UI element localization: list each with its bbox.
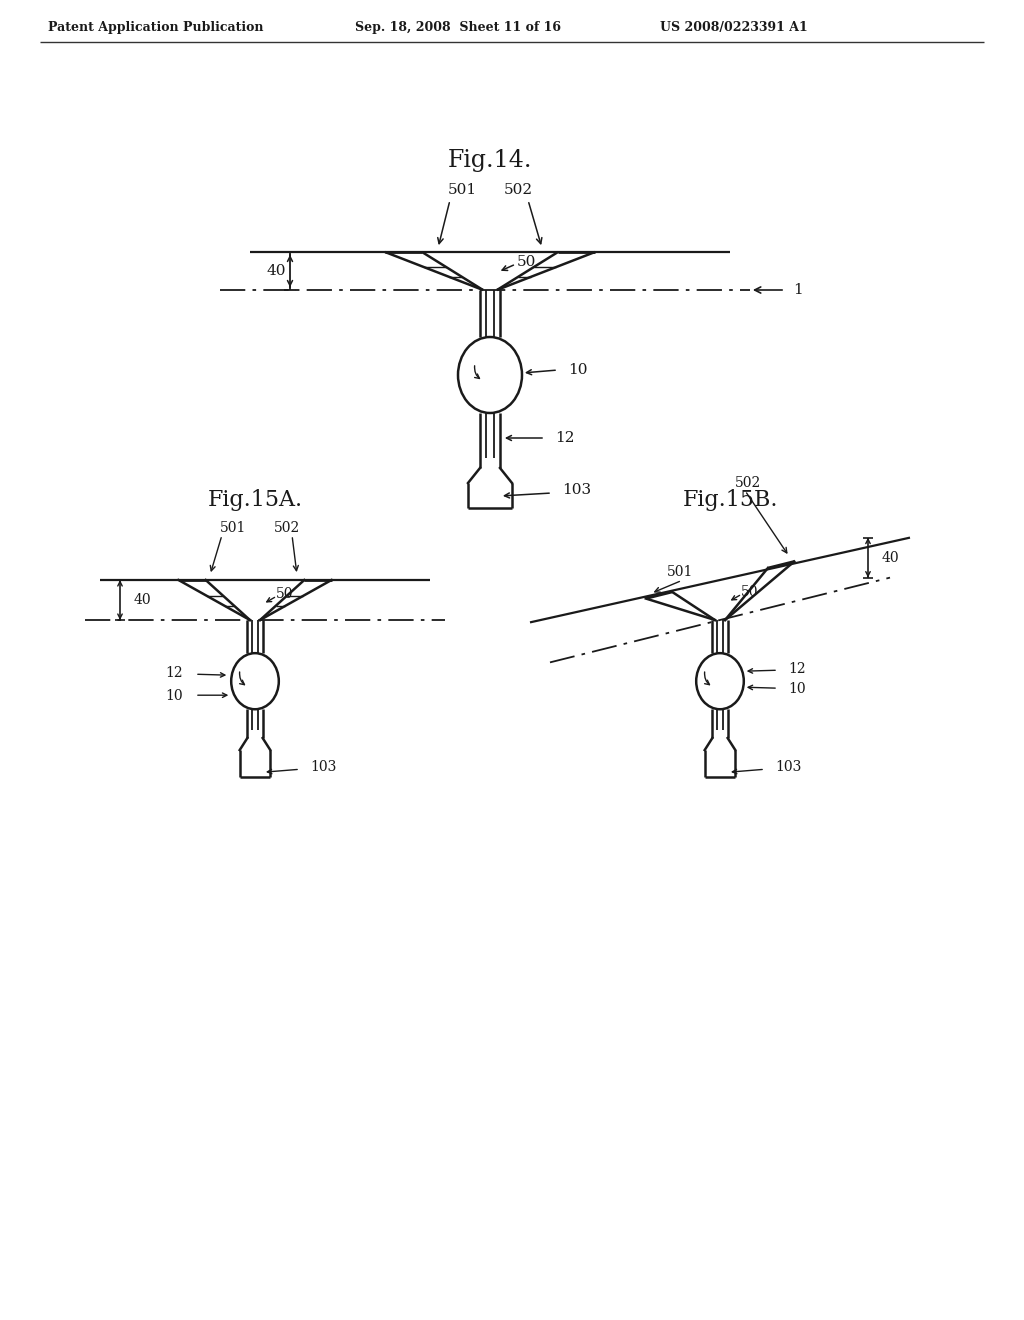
- Text: 103: 103: [775, 760, 802, 775]
- Text: 10: 10: [788, 682, 806, 696]
- Text: 502: 502: [735, 475, 761, 490]
- Text: 501: 501: [447, 183, 476, 197]
- Text: 10: 10: [568, 363, 588, 378]
- Text: 50: 50: [516, 255, 536, 269]
- Text: 12: 12: [788, 663, 806, 676]
- Text: 10: 10: [165, 689, 183, 704]
- Text: 40: 40: [266, 264, 286, 279]
- Text: 502: 502: [273, 521, 300, 535]
- Text: 103: 103: [562, 483, 591, 498]
- Text: 12: 12: [165, 667, 183, 680]
- Text: 50: 50: [741, 585, 759, 599]
- Text: Fig.15A.: Fig.15A.: [208, 488, 302, 511]
- Text: 1: 1: [793, 282, 803, 297]
- Text: Fig.14.: Fig.14.: [447, 149, 532, 172]
- Text: 502: 502: [504, 183, 532, 197]
- Text: Sep. 18, 2008  Sheet 11 of 16: Sep. 18, 2008 Sheet 11 of 16: [355, 21, 561, 34]
- Text: 103: 103: [310, 760, 336, 775]
- Text: 501: 501: [667, 565, 693, 579]
- Text: 50: 50: [276, 587, 294, 601]
- Text: 12: 12: [555, 432, 574, 445]
- Text: US 2008/0223391 A1: US 2008/0223391 A1: [660, 21, 808, 34]
- Text: Fig.15B.: Fig.15B.: [682, 488, 778, 511]
- Text: 40: 40: [882, 550, 900, 565]
- Text: 501: 501: [220, 521, 246, 535]
- Text: 40: 40: [134, 593, 152, 607]
- Text: Patent Application Publication: Patent Application Publication: [48, 21, 263, 34]
